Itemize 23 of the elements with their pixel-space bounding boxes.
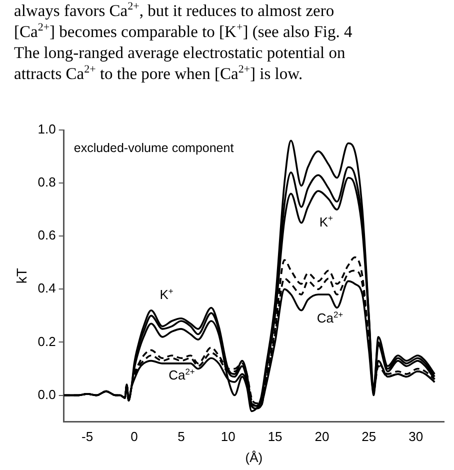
x-tick-label: 30 [408,429,424,444]
x-tick-label: 15 [268,429,282,444]
y-tick-label: 0.2 [38,334,56,349]
text: [Ca$^{2+}$] becomes comparable to [K$^{+}$] (see also Fig. 4 [14,21,354,42]
annotation: K+ [160,286,174,302]
y-axis-title: kT [13,268,30,284]
x-tick-label: 0 [130,429,138,444]
x-tick-label: 10 [220,429,236,444]
x-tick-label: 20 [314,429,330,444]
annotation: K+ [319,213,334,230]
text: always favors Ca$^{2+}$, but it reduces to almost zero [14,0,336,21]
y-tick-label: 0.0 [38,386,56,402]
text: attracts Ca$^{2+}$ to the pore when [Ca$^{2+}$] is low. [14,63,304,84]
y-tick-label: 0.8 [38,174,56,190]
x-tick-label: -5 [82,429,94,444]
text: The long-ranged average electrostatic potential on [14,42,346,63]
y-tick-label: 0.6 [38,228,56,243]
y-tick-label: 1.0 [38,122,56,137]
x-axis-title: (Å) [245,450,263,465]
x-tick-label: 5 [178,429,185,444]
x-tick-label: 25 [362,429,376,444]
text: excluded-volume component [74,141,234,155]
y-tick-label: 0.4 [38,280,56,296]
